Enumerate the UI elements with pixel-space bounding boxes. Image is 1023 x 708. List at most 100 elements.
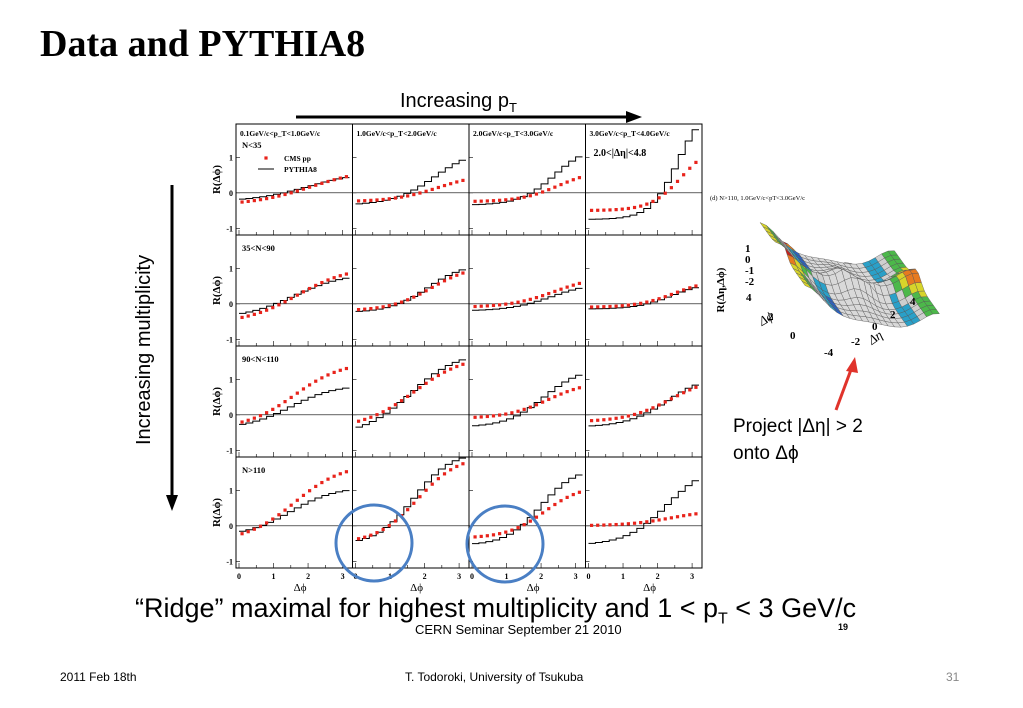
cms-data-point	[651, 406, 655, 410]
cms-data-point	[363, 307, 367, 311]
cms-data-point	[381, 410, 385, 414]
cms-data-point	[252, 527, 256, 531]
inset-surface	[759, 222, 940, 328]
cms-data-point	[442, 370, 447, 374]
cms-data-point	[326, 477, 330, 481]
cms-data-point	[307, 286, 312, 291]
cms-data-point	[577, 386, 582, 390]
panel-frame	[468, 345, 586, 458]
cms-data-point	[393, 403, 398, 407]
cms-data-point	[277, 194, 281, 198]
cms-data-point	[258, 414, 263, 418]
cms-data-point	[449, 468, 453, 472]
ridge-subscript: T	[718, 610, 728, 628]
cms-data-point	[479, 534, 483, 539]
pythia-series-line	[588, 129, 699, 220]
cms-data-point	[559, 182, 563, 187]
cms-data-point	[639, 520, 643, 525]
cms-data-point	[461, 362, 465, 366]
column-header: 1.0GeV/c<p_T<2.0GeV/c	[357, 129, 438, 138]
y-tick-label: -1	[226, 224, 233, 233]
row-label: 90<N<110	[242, 354, 279, 364]
cms-data-point	[632, 412, 637, 417]
cms-data-point	[498, 532, 502, 536]
cms-data-point	[356, 537, 361, 541]
pythia-series-line	[355, 269, 466, 312]
cms-data-point	[571, 387, 575, 392]
cms-data-point	[565, 285, 569, 289]
panel-frame	[235, 345, 353, 458]
x-tick-label: 0	[237, 572, 241, 581]
cms-data-point	[301, 290, 306, 294]
cms-data-point	[473, 535, 477, 539]
cms-data-point	[406, 394, 410, 399]
cms-data-point	[473, 415, 477, 419]
cms-data-point	[320, 376, 324, 380]
panel-frame	[352, 234, 470, 347]
cms-data-point	[387, 406, 391, 411]
y-tick-label: 1	[229, 264, 233, 273]
cms-data-point	[314, 484, 318, 489]
cms-data-point	[491, 303, 496, 308]
cms-data-point	[565, 180, 569, 184]
cms-data-point	[522, 299, 526, 303]
cms-data-point	[479, 304, 483, 308]
cms-data-point	[455, 364, 459, 369]
cms-data-point	[363, 199, 367, 203]
cms-data-point	[657, 403, 661, 407]
cms-data-point	[314, 283, 318, 288]
row-label: N>110	[242, 465, 265, 475]
x-axis-label: Δϕ	[527, 582, 540, 594]
cms-data-point	[682, 391, 686, 395]
cms-data-point	[271, 517, 275, 521]
cms-data-point	[363, 417, 367, 422]
cms-data-point	[485, 414, 489, 419]
cms-data-point	[283, 192, 287, 197]
surface-patch	[887, 250, 898, 256]
increasing-pt-label: Increasing pT	[400, 90, 517, 115]
cms-data-point	[369, 533, 373, 537]
cms-data-point	[540, 190, 545, 194]
cms-data-point	[449, 276, 453, 280]
cms-data-point	[565, 390, 569, 394]
cms-data-point	[522, 523, 526, 527]
project-arrow-line	[834, 366, 854, 411]
panel-frame	[468, 123, 586, 236]
cms-data-point	[436, 282, 440, 286]
cms-data-point	[694, 385, 698, 389]
cms-data-point	[675, 515, 680, 519]
cms-data-point	[565, 495, 569, 499]
legend-pythia-label: PYTHIA8	[284, 165, 317, 174]
cms-data-point	[301, 493, 306, 497]
cms-data-point	[442, 183, 447, 188]
cms-data-point	[645, 520, 649, 524]
column-header: 3.0GeV/c<p_T<4.0GeV/c	[590, 129, 671, 138]
increasing-pt-subscript: T	[508, 100, 517, 115]
pythia-series-line	[588, 384, 699, 427]
cms-data-point	[295, 391, 299, 395]
inset-y-label: Δη	[864, 327, 885, 348]
cms-data-point	[657, 196, 661, 200]
cms-data-point	[669, 292, 673, 297]
cms-data-point	[363, 535, 367, 539]
cms-data-point	[479, 415, 483, 419]
cms-data-point	[283, 400, 287, 404]
cms-data-point	[387, 197, 391, 201]
cms-data-point	[639, 301, 643, 305]
y-tick-label: 1	[229, 153, 233, 162]
cms-data-point	[326, 373, 330, 377]
y-axis-label: R(Δϕ)	[211, 498, 223, 527]
cms-data-point	[265, 308, 269, 312]
cms-data-point	[430, 482, 434, 486]
cms-data-point	[430, 187, 434, 192]
highlight-circle-1	[334, 503, 414, 583]
cms-data-point	[540, 511, 545, 515]
cms-data-point	[320, 181, 324, 185]
cms-data-point	[265, 197, 269, 201]
pythia-series-line	[355, 159, 466, 205]
cms-data-point	[246, 199, 250, 203]
pt-arrow-head	[626, 111, 642, 123]
y-axis-label: R(Δϕ)	[211, 387, 223, 416]
cms-data-point	[295, 293, 299, 297]
cms-data-point	[338, 176, 342, 180]
